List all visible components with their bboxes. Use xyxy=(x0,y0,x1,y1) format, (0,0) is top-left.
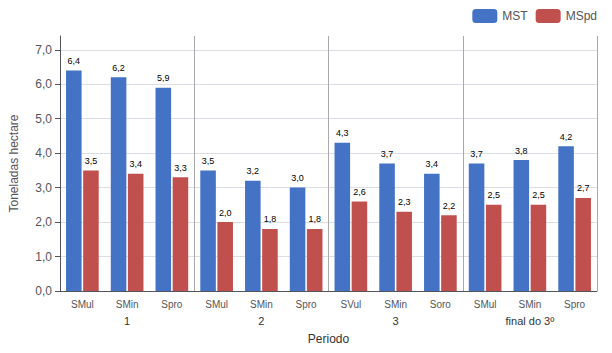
svg-text:3,3: 3,3 xyxy=(174,163,187,173)
svg-text:6,4: 6,4 xyxy=(68,56,81,66)
svg-text:SVul: SVul xyxy=(340,299,361,310)
svg-text:7,0: 7,0 xyxy=(35,43,52,57)
svg-text:3,8: 3,8 xyxy=(515,146,528,156)
svg-text:2,0: 2,0 xyxy=(219,208,232,218)
svg-text:Soro: Soro xyxy=(430,299,452,310)
svg-text:Spro: Spro xyxy=(564,299,586,310)
svg-text:SMul: SMul xyxy=(474,299,497,310)
svg-text:3,7: 3,7 xyxy=(381,149,394,159)
svg-text:3,4: 3,4 xyxy=(426,159,439,169)
svg-text:2,5: 2,5 xyxy=(532,190,545,200)
svg-text:SMin: SMin xyxy=(518,299,541,310)
svg-text:SMin: SMin xyxy=(250,299,273,310)
svg-text:2,0: 2,0 xyxy=(35,215,52,229)
svg-text:6,0: 6,0 xyxy=(35,77,52,91)
svg-text:3,5: 3,5 xyxy=(85,156,98,166)
svg-text:SMin: SMin xyxy=(384,299,407,310)
svg-text:3,4: 3,4 xyxy=(129,159,142,169)
svg-text:Spro: Spro xyxy=(161,299,183,310)
svg-text:0,0: 0,0 xyxy=(35,284,52,298)
svg-text:3: 3 xyxy=(393,315,399,327)
svg-text:Spro: Spro xyxy=(296,299,318,310)
svg-text:Toneladas hectare: Toneladas hectare xyxy=(7,114,21,212)
svg-text:2,2: 2,2 xyxy=(443,201,456,211)
svg-text:6,2: 6,2 xyxy=(112,63,125,73)
svg-text:2: 2 xyxy=(258,315,264,327)
svg-text:5,0: 5,0 xyxy=(35,112,52,126)
svg-text:MSpd: MSpd xyxy=(566,9,597,23)
svg-text:SMul: SMul xyxy=(71,299,94,310)
svg-text:5,9: 5,9 xyxy=(157,73,170,83)
svg-text:1,0: 1,0 xyxy=(35,250,52,264)
svg-text:SMin: SMin xyxy=(116,299,139,310)
svg-text:1: 1 xyxy=(124,315,130,327)
svg-text:SMul: SMul xyxy=(205,299,228,310)
svg-text:4,3: 4,3 xyxy=(336,128,349,138)
svg-text:2,6: 2,6 xyxy=(353,187,366,197)
svg-text:3,0: 3,0 xyxy=(35,181,52,195)
svg-text:3,2: 3,2 xyxy=(247,166,260,176)
svg-text:4,2: 4,2 xyxy=(560,132,573,142)
svg-text:final do 3º: final do 3º xyxy=(506,315,555,327)
svg-text:3,0: 3,0 xyxy=(291,173,304,183)
svg-text:Periodo: Periodo xyxy=(308,332,350,346)
svg-text:2,7: 2,7 xyxy=(577,183,590,193)
svg-text:3,5: 3,5 xyxy=(202,156,215,166)
svg-text:2,3: 2,3 xyxy=(398,197,411,207)
svg-text:MST: MST xyxy=(502,9,528,23)
svg-text:2,5: 2,5 xyxy=(487,190,500,200)
svg-text:3,7: 3,7 xyxy=(470,149,483,159)
svg-text:4,0: 4,0 xyxy=(35,146,52,160)
svg-text:1,8: 1,8 xyxy=(308,214,321,224)
svg-text:1,8: 1,8 xyxy=(264,214,277,224)
